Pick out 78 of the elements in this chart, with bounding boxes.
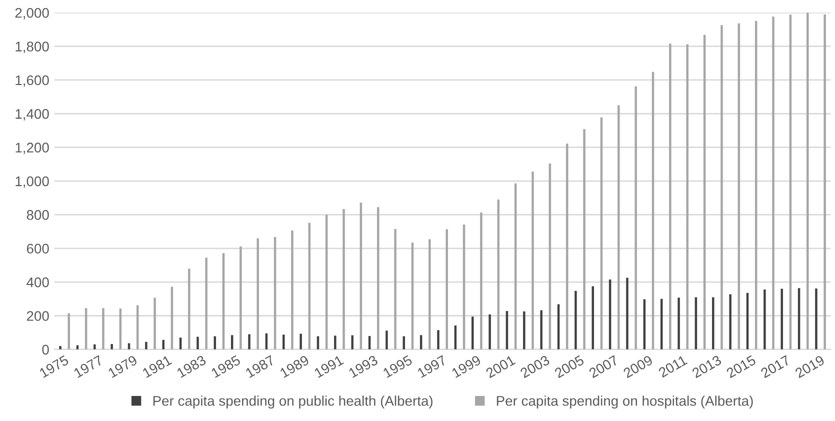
bar — [205, 258, 208, 350]
bar — [334, 336, 336, 350]
y-tick-label: 0 — [42, 344, 49, 355]
x-tick-label: 1983 — [176, 354, 207, 378]
bar — [240, 246, 242, 350]
bar — [540, 310, 542, 350]
bar — [291, 230, 294, 350]
y-tick-label: 1,400 — [16, 109, 49, 120]
bar — [110, 344, 113, 350]
y-tick-label: 1,800 — [16, 42, 49, 54]
y-tick-label: 600 — [26, 244, 49, 254]
bar — [532, 172, 534, 350]
bar — [574, 290, 577, 350]
bar — [824, 14, 826, 350]
x-tick-label: 1979 — [108, 354, 138, 378]
x-tick-label: 1991 — [314, 354, 344, 378]
x-tick-label: 2009 — [622, 354, 654, 378]
bar — [729, 294, 732, 350]
bar — [342, 208, 345, 350]
x-tick-label: 1993 — [348, 354, 378, 378]
bar — [256, 238, 259, 350]
bar — [583, 129, 586, 350]
x-tick-label: 2001 — [485, 354, 516, 378]
bar — [154, 298, 156, 350]
bar — [196, 336, 199, 350]
bar — [669, 44, 672, 350]
x-tick-label: 1981 — [142, 354, 172, 378]
x-tick-label: 1995 — [382, 354, 413, 378]
y-tick-label: 1,600 — [16, 75, 49, 87]
x-tick-label: 2005 — [554, 354, 585, 378]
x-tick-label: 1977 — [73, 354, 104, 378]
legend-label: Per capita spending on hospitals (Alberta) — [496, 396, 753, 409]
bar — [351, 335, 354, 350]
bar — [300, 334, 302, 350]
y-tick-label: 1,000 — [16, 176, 49, 188]
x-tick-label: 1975 — [38, 354, 70, 378]
bar — [386, 330, 388, 350]
bar — [488, 314, 491, 350]
x-tick-label: 2007 — [588, 354, 619, 378]
bar — [764, 289, 766, 350]
bar — [618, 105, 620, 350]
bar — [145, 342, 148, 350]
bar — [626, 278, 628, 350]
bar — [678, 298, 680, 350]
bar — [480, 212, 482, 350]
x-tick-label: 2011 — [658, 354, 688, 378]
bar — [248, 334, 250, 350]
x-tick-label: 1989 — [279, 354, 310, 378]
x-tick-label: 1997 — [416, 354, 448, 378]
bar — [59, 346, 62, 350]
x-tick-label: 1987 — [245, 354, 276, 378]
bar — [394, 229, 396, 350]
bar — [428, 239, 431, 350]
bar — [94, 344, 96, 350]
x-tick-label: 2017 — [760, 354, 791, 378]
bar — [815, 288, 818, 350]
x-tick-label: 2019 — [794, 354, 826, 378]
bar — [780, 288, 783, 350]
y-tick-label: 2,000 — [15, 8, 49, 20]
y-tick-label: 800 — [26, 210, 49, 220]
x-tick-label: 1985 — [210, 354, 241, 378]
y-tick-label: 1,200 — [16, 142, 49, 154]
bar — [720, 25, 723, 350]
y-tick-label: 200 — [26, 311, 49, 321]
y-tick-label: 400 — [26, 277, 49, 288]
bar — [437, 330, 440, 350]
bar — [712, 297, 714, 350]
legend-label: Per capita spending on public health (Alberta) — [153, 396, 432, 409]
x-tick-label: 2003 — [520, 354, 550, 378]
x-tick-label: 1999 — [451, 354, 482, 378]
bar — [188, 268, 190, 350]
bar — [634, 86, 637, 350]
bar — [772, 16, 774, 350]
x-tick-label: 2015 — [726, 354, 756, 378]
bar — [446, 229, 448, 350]
bar — [523, 311, 526, 350]
bar — [102, 308, 104, 350]
x-tick-label: 2013 — [691, 354, 722, 378]
